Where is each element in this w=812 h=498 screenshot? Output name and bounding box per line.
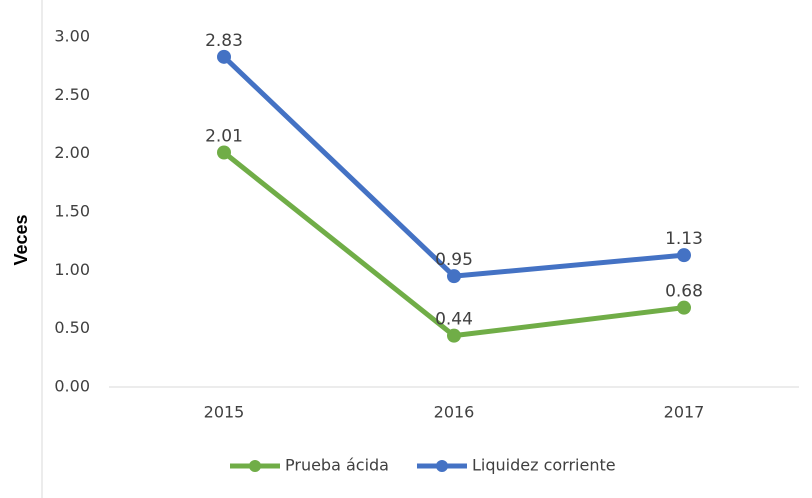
data-label: 0.44	[435, 310, 473, 330]
point	[217, 145, 231, 160]
point	[447, 328, 461, 343]
legend-label: Prueba ácida	[285, 456, 389, 475]
x-tick-label: 2015	[204, 403, 245, 422]
data-label: 2.01	[205, 127, 243, 147]
point	[677, 300, 691, 315]
y-tick-label: 1.00	[54, 260, 90, 279]
data-label: 2.83	[205, 31, 243, 51]
y-tick-label: 2.50	[54, 85, 90, 104]
data-label: 0.95	[435, 250, 473, 270]
y-tick-label: 3.00	[54, 27, 90, 46]
legend-marker	[249, 460, 261, 472]
y-tick-label: 0.50	[54, 318, 90, 337]
legend-label: Liquidez corriente	[472, 456, 616, 475]
x-tick-label: 2016	[434, 403, 475, 422]
data-label: 0.68	[665, 282, 703, 302]
point	[217, 49, 231, 64]
point	[447, 269, 461, 284]
y-tick-label: 1.50	[54, 202, 90, 221]
data-label: 1.13	[665, 229, 703, 249]
series-line	[222, 150, 685, 339]
legend-marker	[435, 460, 448, 472]
y-tick-label: 2.00	[54, 143, 90, 162]
y-axis-label: Veces	[11, 214, 31, 265]
y-tick-label: 0.00	[54, 377, 90, 396]
series-line	[222, 55, 685, 279]
point	[677, 248, 691, 263]
x-tick-label: 2017	[664, 403, 705, 422]
